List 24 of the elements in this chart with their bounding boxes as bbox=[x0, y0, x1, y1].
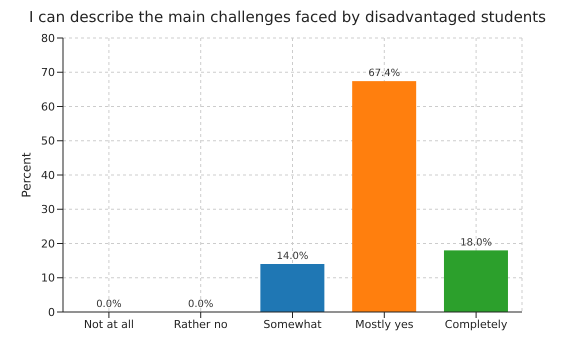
bar bbox=[352, 81, 416, 312]
y-tick-label: 20 bbox=[41, 237, 55, 250]
x-tick-label: Somewhat bbox=[263, 318, 322, 331]
y-tick-label: 10 bbox=[41, 272, 55, 285]
data-label: 0.0% bbox=[188, 299, 214, 310]
data-label: 0.0% bbox=[96, 299, 122, 310]
x-tick-label: Completely bbox=[444, 318, 508, 331]
x-tick-label: Mostly yes bbox=[355, 318, 414, 331]
y-tick-label: 70 bbox=[41, 66, 55, 80]
bar bbox=[444, 250, 508, 312]
y-tick-label: 80 bbox=[41, 32, 55, 45]
y-tick-label: 40 bbox=[41, 168, 55, 182]
y-tick-label: 50 bbox=[41, 134, 55, 148]
y-tick-label: 30 bbox=[41, 203, 55, 216]
y-axis-title: Percent bbox=[19, 152, 34, 198]
chart-title: I can describe the main challenges faced by disadvantaged students bbox=[28, 8, 548, 28]
data-label: 14.0% bbox=[276, 251, 308, 262]
bar bbox=[260, 264, 324, 312]
y-tick-label: 0 bbox=[48, 306, 55, 319]
x-tick-label: Not at all bbox=[84, 318, 134, 331]
data-label: 67.4% bbox=[368, 68, 400, 80]
data-label: 18.0% bbox=[460, 237, 492, 248]
y-tick-label: 60 bbox=[41, 100, 55, 114]
x-tick-label: Rather no bbox=[174, 318, 228, 331]
